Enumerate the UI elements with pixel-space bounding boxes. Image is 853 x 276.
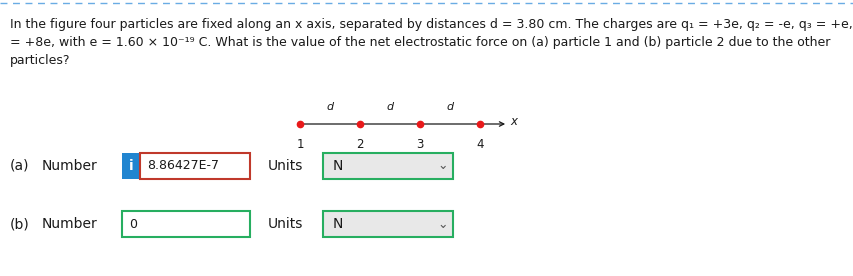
Text: = +8e, with e = 1.60 × 10⁻¹⁹ C. What is the value of the net electrostatic force: = +8e, with e = 1.60 × 10⁻¹⁹ C. What is … [10, 36, 829, 49]
Text: d: d [326, 102, 334, 112]
Text: particles?: particles? [10, 54, 71, 67]
Bar [322, 153, 452, 179]
Text: 8.86427E-7: 8.86427E-7 [147, 160, 218, 172]
Bar [322, 211, 452, 237]
Bar [140, 153, 250, 179]
Text: 4: 4 [476, 138, 483, 151]
Text: N: N [333, 217, 343, 231]
Text: d: d [386, 102, 393, 112]
Text: 1: 1 [296, 138, 304, 151]
Text: N: N [333, 159, 343, 173]
Text: x: x [509, 115, 516, 129]
Bar [122, 211, 250, 237]
Text: Number: Number [42, 217, 97, 231]
Text: (b): (b) [10, 217, 30, 231]
Text: 3: 3 [415, 138, 423, 151]
Text: Units: Units [268, 217, 303, 231]
Text: ⌄: ⌄ [438, 160, 448, 172]
Bar [122, 153, 140, 179]
Text: In the figure four particles are fixed along an x axis, separated by distances d: In the figure four particles are fixed a… [10, 18, 853, 31]
Text: ⌄: ⌄ [438, 217, 448, 230]
Text: i: i [129, 159, 133, 173]
Text: d: d [446, 102, 453, 112]
Text: 0: 0 [129, 217, 136, 230]
Text: 2: 2 [356, 138, 363, 151]
Text: (a): (a) [10, 159, 30, 173]
Text: Number: Number [42, 159, 97, 173]
Text: Units: Units [268, 159, 303, 173]
